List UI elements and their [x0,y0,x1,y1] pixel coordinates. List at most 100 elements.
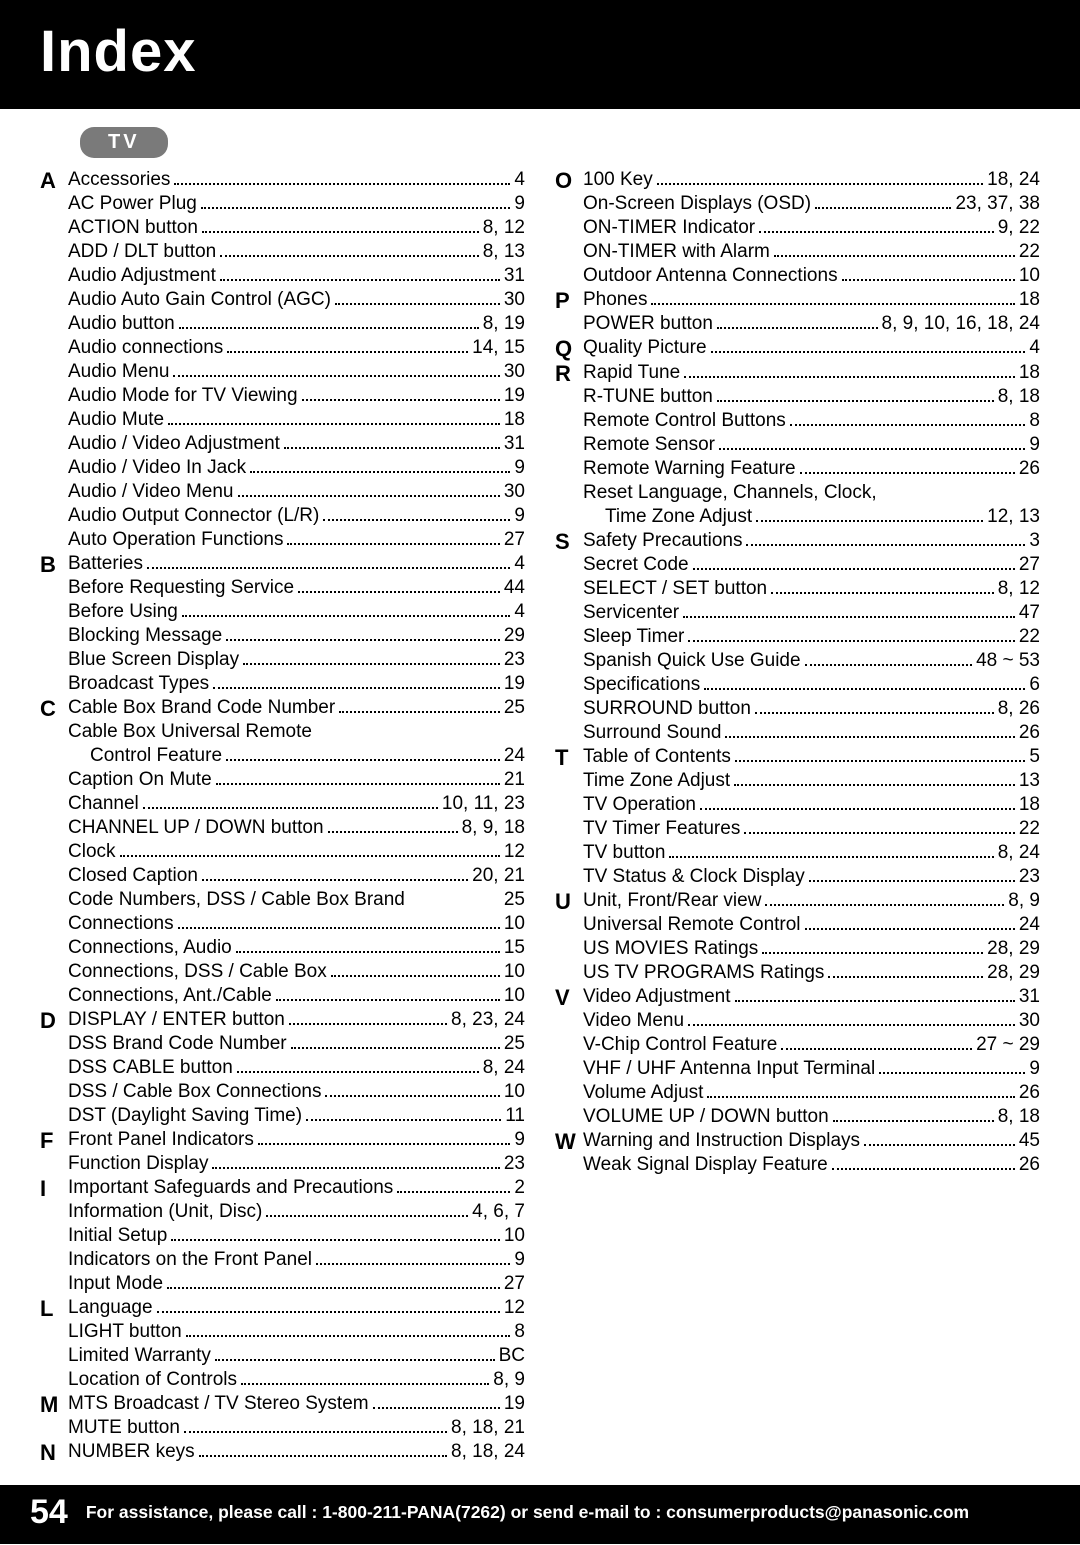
index-group: PPhones18POWER button8, 9, 10, 16, 18, 2… [555,288,1040,336]
index-entry: Accessories4 [68,168,525,192]
leader-dots [735,747,1026,762]
leader-dots [182,602,511,617]
index-entry-label: Blocking Message [68,624,222,648]
index-entry: US MOVIES Ratings 28, 29 [583,937,1040,961]
index-entry-label: ON-TIMER Indicator [583,216,755,240]
index-entry-label: Connections [68,912,174,936]
index-entry-label: ADD / DLT button [68,240,216,264]
index-entry: Audio Output Connector (L/R)9 [68,504,525,528]
index-entry-pages: 27 [504,1272,525,1296]
index-entry-pages: 4 [514,552,525,576]
index-entry-pages: 28, 29 [987,937,1040,961]
leader-dots [719,435,1025,450]
page-number: 54 [30,1493,68,1532]
index-entry-pages: 5 [1029,745,1040,769]
index-entry-label: Outdoor Antenna Connections [583,264,838,288]
index-group: TTable of Contents5Time Zone Adjust13TV … [555,745,1040,889]
index-entry-label: DST (Daylight Saving Time) [68,1104,302,1128]
leader-dots [306,1106,501,1121]
leader-dots [657,170,983,185]
index-entry-pages: 29 [504,624,525,648]
index-entry: Unit, Front/Rear view8, 9 [583,889,1040,913]
index-entry: SELECT / SET button8, 12 [583,577,1040,601]
index-letter: U [555,889,583,914]
index-entry-pages: 11 [505,1104,525,1128]
index-entry-label: Code Numbers, DSS / Cable Box Brand [68,888,405,912]
index-entry-label: DISPLAY / ENTER button [68,1008,285,1032]
index-entry-pages: 3 [1029,529,1040,553]
index-entry: NUMBER keys8, 18, 24 [68,1440,525,1464]
leader-dots [266,1202,468,1217]
leader-dots [323,506,510,521]
index-entry-pages: 8, 18, 24 [451,1440,525,1464]
index-entry-label: Audio / Video Adjustment [68,432,280,456]
index-entry-label: Audio / Video In Jack [68,456,246,480]
index-entry: Audio button8, 19 [68,312,525,336]
leader-dots [771,579,994,594]
index-entry-label: Audio Auto Gain Control (AGC) [68,288,331,312]
leader-dots [762,939,983,954]
index-entry: LIGHT button8 [68,1320,525,1344]
index-letter: V [555,985,583,1010]
leader-dots [700,795,1015,810]
index-entry-pages: 23 [504,1152,525,1176]
index-entry-label: Before Using [68,600,178,624]
index-entry: Audio Mode for TV Viewing19 [68,384,525,408]
index-entry-label: On-Screen Displays (OSD) [583,192,811,216]
index-entry: R-TUNE button8, 18 [583,385,1040,409]
index-entry-label: 100 Key [583,168,653,192]
index-group: IImportant Safeguards and Precautions2In… [40,1176,525,1296]
index-entry-label: Cable Box Brand Code Number [68,696,335,720]
leader-dots [168,410,500,425]
index-entry: Closed Caption 20, 21 [68,864,525,888]
index-entry-pages: 20, 21 [472,864,525,888]
leader-dots [147,554,510,569]
index-group: NNUMBER keys8, 18, 24 [40,1440,525,1465]
leader-dots [298,578,500,593]
index-entry-pages: 10 [504,1080,525,1104]
index-entry-pages: 19 [504,1392,525,1416]
index-entry: Information (Unit, Disc)4, 6, 7 [68,1200,525,1224]
index-entry-pages: 4 [514,168,525,192]
index-entry: DSS Brand Code Number25 [68,1032,525,1056]
index-entry: Audio Mute18 [68,408,525,432]
index-entry-pages: 28, 29 [987,961,1040,985]
leader-dots [241,1370,489,1385]
index-entry-label: Safety Precautions [583,529,742,553]
index-entry: Caption On Mute21 [68,768,525,792]
leader-dots [881,483,1036,498]
index-column: O100 Key18, 24On-Screen Displays (OSD)23… [555,168,1040,1465]
index-entry-label: Audio connections [68,336,223,360]
index-entries: Warning and Instruction Displays45Weak S… [583,1129,1040,1177]
index-entries: Phones18POWER button8, 9, 10, 16, 18, 24 [583,288,1040,336]
index-entry: Time Zone Adjust12, 13 [583,505,1040,529]
index-entry-label: US MOVIES Ratings [583,937,758,961]
index-entry-pages: 18 [1019,793,1040,817]
index-entry: ACTION button8, 12 [68,216,525,240]
index-entry-label: Important Safeguards and Precautions [68,1176,393,1200]
index-entry: Connections, Ant./Cable10 [68,984,525,1008]
leader-dots [316,722,521,737]
index-letter: T [555,745,583,770]
leader-dots [179,314,479,329]
leader-dots [226,746,500,761]
index-entry: Before Requesting Service44 [68,576,525,600]
index-group: SSafety Precautions3Secret Code27SELECT … [555,529,1040,745]
index-letter: N [40,1440,68,1465]
index-column: AAccessories4AC Power Plug9ACTION button… [40,168,525,1465]
index-entries: Front Panel Indicators9Function Display2… [68,1128,525,1176]
footer-text: For assistance, please call : 1-800-211-… [86,1502,969,1523]
index-letter: R [555,361,583,386]
index-entry-label: Cable Box Universal Remote [68,720,312,744]
index-entry-label: Blue Screen Display [68,648,239,672]
index-entry-label: Location of Controls [68,1368,237,1392]
index-entry-label: LIGHT button [68,1320,182,1344]
index-entry-label: Closed Caption [68,864,198,888]
index-entry: Front Panel Indicators9 [68,1128,525,1152]
index-entry: Secret Code27 [583,553,1040,577]
index-entry-pages: 18 [504,408,525,432]
index-letter: W [555,1129,583,1154]
leader-dots [171,1226,500,1241]
leader-dots [236,938,500,953]
page-footer: 54 For assistance, please call : 1-800-2… [0,1485,1080,1544]
